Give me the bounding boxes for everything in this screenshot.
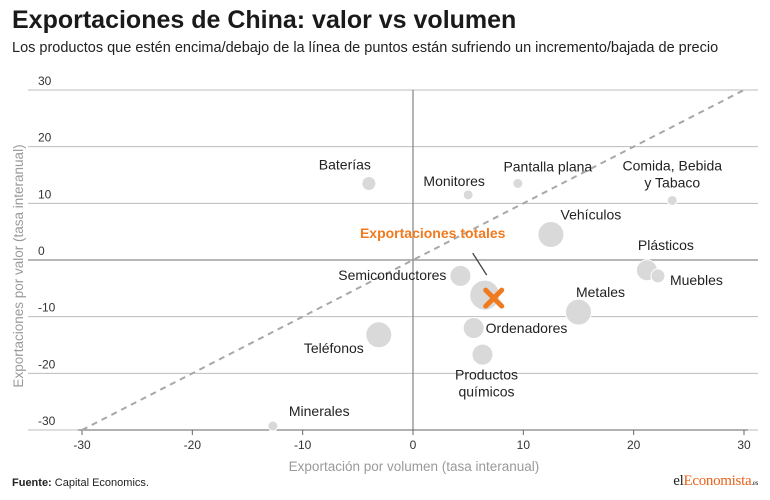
data-point bbox=[267, 420, 279, 432]
point-label: Productos bbox=[455, 367, 518, 383]
point-label: y Tabaco bbox=[644, 175, 700, 191]
data-point bbox=[462, 317, 485, 339]
data-point bbox=[537, 221, 565, 248]
point-label: Baterías bbox=[319, 157, 371, 173]
highlight-x-icon bbox=[483, 287, 505, 309]
x-tick-label: 20 bbox=[627, 438, 641, 452]
point-label: Pantalla plana bbox=[503, 159, 592, 175]
reference-diagonal-line bbox=[81, 89, 745, 431]
source-label: Fuente: bbox=[12, 477, 52, 489]
point-label: Ordenadores bbox=[486, 320, 568, 336]
brand-suffix: .es bbox=[751, 479, 758, 487]
x-tick-label: 30 bbox=[737, 438, 751, 452]
chart-subtitle: Los productos que estén encima/debajo de… bbox=[12, 40, 719, 56]
y-tick-label: 10 bbox=[38, 187, 52, 201]
point-label: químicos bbox=[458, 384, 514, 400]
y-tick-label: 0 bbox=[38, 244, 45, 258]
data-point bbox=[365, 321, 393, 349]
data-point bbox=[361, 176, 377, 191]
point-label: Metales bbox=[576, 284, 625, 300]
y-tick-label: -20 bbox=[38, 357, 56, 371]
point-label: Plásticos bbox=[638, 237, 694, 253]
data-point bbox=[512, 178, 524, 189]
point-label: Exportaciones totales bbox=[360, 225, 506, 241]
data-point bbox=[666, 195, 678, 206]
point-label: Monitores bbox=[423, 173, 484, 189]
point-label: Comida, Bebida bbox=[622, 158, 722, 174]
point-label: Vehículos bbox=[561, 207, 622, 223]
y-tick-label: -10 bbox=[38, 301, 56, 315]
source-text: Capital Economics. bbox=[54, 477, 149, 489]
x-tick-label: -30 bbox=[73, 438, 91, 452]
chart-title: Exportaciones de China: valor vs volumen bbox=[12, 6, 517, 34]
data-point bbox=[462, 189, 474, 201]
x-axis-title: Exportación por volumen (tasa interanual… bbox=[289, 459, 540, 474]
source-note: Fuente: Capital Economics. bbox=[12, 477, 149, 489]
y-axis-title: Exportaciones por valor (tasa interanual… bbox=[11, 144, 26, 387]
point-label: Muebles bbox=[670, 272, 723, 288]
brand-pre: el bbox=[673, 473, 684, 489]
brand-accent: Economista bbox=[683, 473, 752, 489]
data-point bbox=[650, 268, 666, 284]
data-point bbox=[565, 298, 592, 326]
y-tick-label: -30 bbox=[38, 414, 56, 428]
brand-logo: elEconomista.es bbox=[673, 473, 758, 490]
point-label: Teléfonos bbox=[304, 340, 364, 356]
x-tick-label: -20 bbox=[184, 438, 202, 452]
highlight-leader-line bbox=[472, 252, 488, 276]
x-tick-label: -10 bbox=[294, 438, 312, 452]
data-point bbox=[471, 343, 494, 366]
x-tick-label: 0 bbox=[410, 438, 417, 452]
y-tick-label: 30 bbox=[38, 74, 52, 88]
point-label: Minerales bbox=[289, 403, 350, 419]
y-tick-label: 20 bbox=[38, 131, 52, 145]
point-label: Semiconductores bbox=[338, 267, 446, 283]
x-tick-label: 10 bbox=[517, 438, 531, 452]
data-point bbox=[449, 264, 472, 287]
